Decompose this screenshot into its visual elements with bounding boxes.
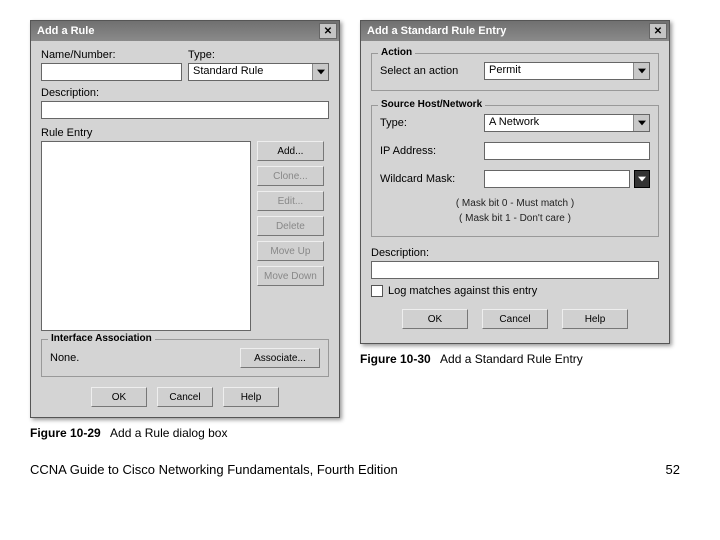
chevron-down-icon: [633, 115, 649, 131]
close-icon: ✕: [654, 26, 662, 37]
caption-right: Figure 10-30 Add a Standard Rule Entry: [360, 352, 670, 366]
caption-num-right: Figure 10-30: [360, 352, 431, 366]
associate-button[interactable]: Associate...: [240, 348, 320, 368]
type-field-group: Type: Standard Rule: [188, 49, 329, 81]
dialog-title: Add a Rule: [37, 25, 94, 37]
source-type-dropdown[interactable]: A Network: [484, 114, 650, 132]
cancel-button[interactable]: Cancel: [157, 387, 213, 407]
close-button[interactable]: ✕: [319, 23, 337, 39]
page-number: 52: [666, 462, 680, 477]
mask-hint-1: ( Mask bit 1 - Don't care ): [380, 213, 650, 224]
log-checkbox[interactable]: [371, 285, 383, 297]
move-down-button[interactable]: Move Down: [257, 266, 324, 286]
action-row: Select an action Permit: [380, 62, 650, 80]
mask-dropdown-button[interactable]: [634, 170, 650, 188]
type-row: Type: A Network: [380, 114, 650, 132]
delete-button[interactable]: Delete: [257, 216, 324, 236]
log-label: Log matches against this entry: [388, 285, 537, 297]
action-dropdown[interactable]: Permit: [484, 62, 650, 80]
name-number-input[interactable]: [41, 63, 182, 81]
cancel-button[interactable]: Cancel: [482, 309, 548, 329]
description-label: Description:: [41, 87, 329, 99]
left-column: Add a Rule ✕ Name/Number: Type: Standard…: [30, 20, 340, 440]
source-legend: Source Host/Network: [378, 99, 485, 110]
description-input-right[interactable]: [371, 261, 659, 279]
ip-address-label: IP Address:: [380, 145, 478, 157]
ok-button[interactable]: OK: [91, 387, 147, 407]
rule-entry-buttons: Add... Clone... Edit... Delete Move Up M…: [257, 141, 324, 331]
page-container: Add a Rule ✕ Name/Number: Type: Standard…: [0, 0, 720, 440]
name-number-label: Name/Number:: [41, 49, 182, 61]
close-icon: ✕: [324, 26, 332, 37]
ip-row: IP Address:: [380, 142, 650, 160]
action-value: Permit: [485, 63, 633, 79]
edit-button[interactable]: Edit...: [257, 191, 324, 211]
type-dropdown[interactable]: Standard Rule: [188, 63, 329, 81]
action-group: Action Select an action Permit: [371, 53, 659, 91]
rule-entry-label: Rule Entry: [41, 127, 329, 139]
description-group-right: Description:: [371, 247, 659, 279]
close-button[interactable]: ✕: [649, 23, 667, 39]
type-value: Standard Rule: [189, 64, 312, 80]
wildcard-mask-label: Wildcard Mask:: [380, 173, 478, 185]
titlebar-right: Add a Standard Rule Entry ✕: [361, 21, 669, 41]
mask-hints: ( Mask bit 0 - Must match ) ( Mask bit 1…: [380, 198, 650, 224]
dialog-title: Add a Standard Rule Entry: [367, 25, 506, 37]
action-legend: Action: [378, 47, 415, 58]
dialog-body-right: Action Select an action Permit Source Ho…: [361, 41, 669, 343]
rule-entry-group: Rule Entry Add... Clone... Edit... Delet…: [41, 127, 329, 331]
bottom-buttons-left: OK Cancel Help: [41, 387, 329, 407]
right-column: Add a Standard Rule Entry ✕ Action Selec…: [360, 20, 670, 440]
ok-button[interactable]: OK: [402, 309, 468, 329]
caption-text-left: Add a Rule dialog box: [110, 426, 227, 440]
ip-address-input[interactable]: [484, 142, 650, 160]
add-button[interactable]: Add...: [257, 141, 324, 161]
log-row: Log matches against this entry: [371, 285, 659, 297]
source-group: Source Host/Network Type: A Network IP A…: [371, 105, 659, 237]
mask-row: Wildcard Mask:: [380, 170, 650, 188]
description-group: Description:: [41, 87, 329, 119]
association-row: None. Associate...: [50, 348, 320, 368]
mask-field-wrap: [484, 170, 650, 188]
bottom-buttons-right: OK Cancel Help: [371, 309, 659, 329]
caption-text-right: Add a Standard Rule Entry: [440, 352, 583, 366]
help-button[interactable]: Help: [562, 309, 628, 329]
association-value: None.: [50, 352, 79, 364]
type-label: Type:: [188, 49, 329, 61]
rule-entry-listbox[interactable]: [41, 141, 251, 331]
titlebar-left: Add a Rule ✕: [31, 21, 339, 41]
association-legend: Interface Association: [48, 333, 155, 344]
clone-button[interactable]: Clone...: [257, 166, 324, 186]
action-label: Select an action: [380, 65, 478, 77]
help-button[interactable]: Help: [223, 387, 279, 407]
description-label-right: Description:: [371, 247, 659, 259]
dialog-body-left: Name/Number: Type: Standard Rule: [31, 41, 339, 417]
source-type-label: Type:: [380, 117, 478, 129]
caption-left: Figure 10-29 Add a Rule dialog box: [30, 426, 340, 440]
name-type-row: Name/Number: Type: Standard Rule: [41, 49, 329, 81]
move-up-button[interactable]: Move Up: [257, 241, 324, 261]
add-rule-dialog: Add a Rule ✕ Name/Number: Type: Standard…: [30, 20, 340, 418]
source-type-value: A Network: [485, 115, 633, 131]
wildcard-mask-input[interactable]: [484, 170, 630, 188]
caption-num-left: Figure 10-29: [30, 426, 101, 440]
mask-hint-0: ( Mask bit 0 - Must match ): [380, 198, 650, 209]
rule-entry-area: Add... Clone... Edit... Delete Move Up M…: [41, 141, 329, 331]
page-footer: CCNA Guide to Cisco Networking Fundament…: [0, 440, 720, 477]
footer-text: CCNA Guide to Cisco Networking Fundament…: [30, 462, 398, 477]
ip-field-wrap: [484, 142, 650, 160]
chevron-down-icon: [633, 63, 649, 79]
chevron-down-icon: [312, 64, 328, 80]
name-field-group: Name/Number:: [41, 49, 182, 81]
interface-association-group: Interface Association None. Associate...: [41, 339, 329, 377]
description-input[interactable]: [41, 101, 329, 119]
add-standard-rule-dialog: Add a Standard Rule Entry ✕ Action Selec…: [360, 20, 670, 344]
